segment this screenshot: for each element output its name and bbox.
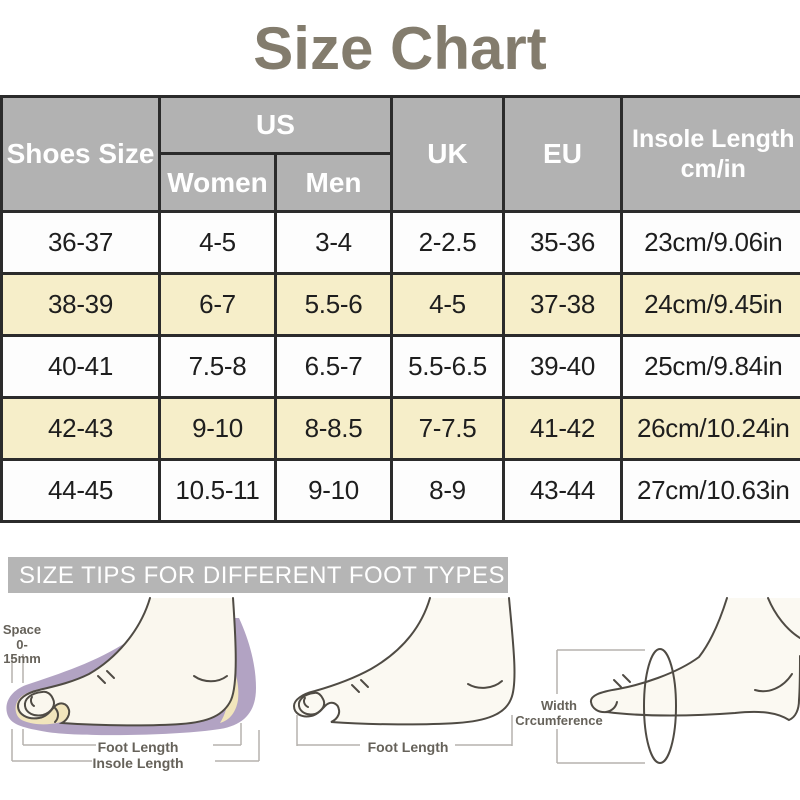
cell-insole: 23cm/9.06in: [620, 210, 800, 275]
page-title: Size Chart: [253, 15, 547, 82]
size-chart-table: Shoes Size US UK EU Insole Length cm/in …: [0, 95, 800, 523]
space-label-line1: Space: [2, 622, 42, 637]
foot-length-label-left: Foot Length: [97, 739, 179, 755]
foot-outline: [16, 597, 237, 727]
cell-shoes-size: 42-43: [0, 396, 161, 461]
cell-eu: 41-42: [502, 396, 623, 461]
foot-outline: [292, 597, 516, 726]
foot-diagrams-illustration: [6, 597, 800, 764]
cell-us-men: 9-10: [274, 458, 393, 523]
foot-diagrams-section: Space 0-15mm Foot Length Insole Length F…: [0, 590, 800, 800]
tips-heading: SIZE TIPS FOR DIFFERENT FOOT TYPES: [8, 557, 508, 593]
cell-shoes-size: 38-39: [0, 272, 161, 337]
cell-us-women: 7.5-8: [158, 334, 277, 399]
foot-side-diagram: [292, 597, 516, 726]
table-row: 38-39 6-7 5.5-6 4-5 37-38 24cm/9.45in: [0, 272, 800, 337]
col-header-us-men: Men: [274, 152, 392, 213]
cell-shoes-size: 36-37: [0, 210, 161, 275]
foot-side-insole-diagram: [6, 597, 256, 736]
cell-us-women: 10.5-11: [158, 458, 277, 523]
table-row: 44-45 10.5-11 9-10 8-9 43-44 27cm/10.63i…: [0, 458, 800, 523]
space-label-line2: 0-15mm: [3, 636, 41, 667]
cell-uk: 2-2.5: [390, 210, 505, 275]
cell-insole: 24cm/9.45in: [620, 272, 800, 337]
width-label-line2: Crcumference: [515, 712, 603, 728]
col-header-eu: EU: [502, 95, 623, 213]
cell-uk: 4-5: [390, 272, 505, 337]
cell-insole: 26cm/10.24in: [620, 396, 800, 461]
table-row: 36-37 4-5 3-4 2-2.5 35-36 23cm/9.06in: [0, 210, 800, 275]
cell-shoes-size: 40-41: [0, 334, 161, 399]
cell-uk: 7-7.5: [390, 396, 505, 461]
foot-length-label-middle: Foot Length: [367, 739, 449, 755]
cell-us-men: 6.5-7: [274, 334, 393, 399]
cell-us-men: 5.5-6: [274, 272, 393, 337]
space-label: Space 0-15mm: [0, 622, 46, 667]
foot-fill: [590, 598, 800, 720]
measurement-lines: [11, 649, 645, 764]
insole-header-line2: cm/in: [680, 155, 746, 183]
width-circumference-label: Width Crcumference: [513, 698, 605, 728]
cell-uk: 8-9: [390, 458, 505, 523]
cell-us-women: 9-10: [158, 396, 277, 461]
cell-eu: 39-40: [502, 334, 623, 399]
cell-insole: 25cm/9.84in: [620, 334, 800, 399]
table-row: 42-43 9-10 8-8.5 7-7.5 41-42 26cm/10.24i…: [0, 396, 800, 461]
table-row: 40-41 7.5-8 6.5-7 5.5-6.5 39-40 25cm/9.8…: [0, 334, 800, 399]
cell-eu: 37-38: [502, 272, 623, 337]
cell-eu: 43-44: [502, 458, 623, 523]
col-header-insole: Insole Length cm/in: [620, 95, 800, 213]
col-header-shoes-size: Shoes Size: [0, 95, 161, 213]
cell-insole: 27cm/10.63in: [620, 458, 800, 523]
cell-us-men: 8-8.5: [274, 396, 393, 461]
cell-us-men: 3-4: [274, 210, 393, 275]
col-header-us: US: [158, 95, 393, 155]
cell-us-women: 6-7: [158, 272, 277, 337]
cell-uk: 5.5-6.5: [390, 334, 505, 399]
width-label-line1: Width: [541, 698, 577, 713]
foot-fill: [18, 598, 236, 726]
circumference-ellipse: [643, 648, 677, 764]
cell-shoes-size: 44-45: [0, 458, 161, 523]
foot-circumference-diagram: [589, 597, 800, 764]
cell-us-women: 4-5: [158, 210, 277, 275]
cell-eu: 35-36: [502, 210, 623, 275]
col-header-uk: UK: [390, 95, 505, 213]
col-header-us-women: Women: [158, 152, 277, 213]
insole-header-line1: Insole Length: [632, 124, 795, 153]
foot-outline: [589, 597, 800, 722]
insole-length-label: Insole Length: [92, 755, 184, 771]
foot-fill: [294, 598, 515, 725]
